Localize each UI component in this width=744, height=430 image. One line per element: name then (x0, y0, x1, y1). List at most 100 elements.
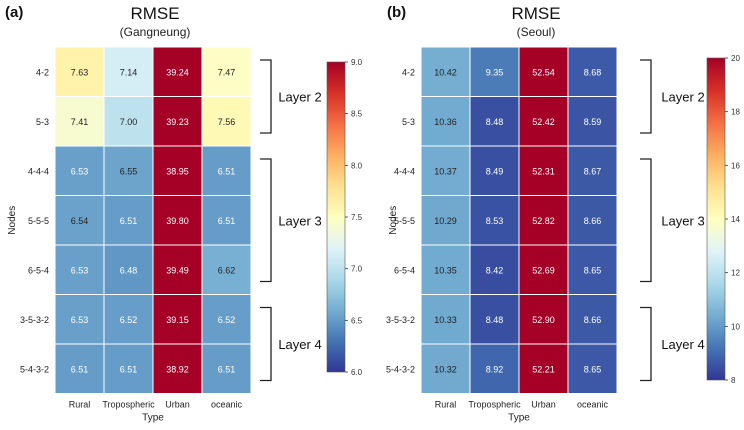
panel-label: (a) (5, 4, 23, 21)
heatmap-cell (54, 343, 105, 394)
panel-label: (b) (387, 4, 406, 21)
colorbar-tick-label: 16 (731, 161, 740, 170)
cell-value-label: 8.42 (486, 265, 504, 275)
heatmap-cell (152, 294, 203, 345)
heatmap-cell (103, 46, 154, 97)
cell-value-label: 6.62 (218, 265, 236, 275)
cell-value-label: 6.51 (120, 216, 138, 226)
layer-label: Layer 4 (278, 337, 321, 352)
cell-value-label: 10.37 (434, 166, 457, 176)
x-axis-label: Type (508, 413, 530, 424)
heatmap-cell (420, 343, 471, 394)
chart-title: RMSE (130, 4, 179, 23)
layer-label: Layer 2 (661, 90, 704, 105)
cell-value-label: 8.66 (584, 216, 602, 226)
heatmap-cell (54, 294, 105, 345)
cell-value-label: 8.59 (584, 117, 602, 127)
heatmap-cell (201, 244, 252, 295)
heatmap-cell (567, 96, 618, 147)
cell-value-label: 6.52 (120, 315, 138, 325)
heatmap-cell (152, 343, 203, 394)
heatmap-cell (103, 294, 154, 345)
colorbar-tick-label: 6.5 (351, 316, 363, 325)
colorbar-tick-label: 12 (731, 269, 740, 278)
colorbar-tick-label: 8.0 (351, 161, 363, 170)
cell-value-label: 6.51 (218, 216, 236, 226)
heatmap-cell (420, 294, 471, 345)
row-tick-label: 3-5-3-2 (386, 315, 415, 325)
colorbar-tick-label: 8 (731, 376, 736, 385)
heatmap-cell (201, 294, 252, 345)
row-tick-label: 5-3 (402, 117, 415, 127)
column-tick-label: Urban (165, 400, 190, 410)
cell-value-label: 38.95 (166, 166, 189, 176)
heatmap-cell (103, 145, 154, 196)
cell-value-label: 10.35 (434, 265, 457, 275)
colorbar-tick-label: 20 (731, 54, 740, 63)
cell-value-label: 52.90 (532, 315, 555, 325)
cell-value-label: 8.48 (486, 117, 504, 127)
heatmap-cell (567, 46, 618, 97)
heatmap-cell (420, 195, 471, 246)
colorbar (706, 57, 726, 381)
cell-value-label: 39.23 (166, 117, 189, 127)
heatmap-cell (103, 96, 154, 147)
layer-bracket (640, 306, 652, 382)
chart-subtitle: (Gangneung) (120, 25, 191, 39)
cell-value-label: 52.42 (532, 117, 555, 127)
cell-value-label: 6.53 (71, 265, 89, 275)
cell-value-label: 7.63 (71, 67, 89, 77)
cell-value-label: 8.67 (584, 166, 602, 176)
heatmap-cell (152, 46, 203, 97)
heatmap-cell (420, 145, 471, 196)
column-tick-label: Tropospheric (102, 400, 155, 410)
cell-value-label: 7.14 (120, 67, 138, 77)
layer-bracket (260, 59, 272, 134)
column-tick-label: Rural (435, 400, 457, 410)
layer-label: Layer 4 (661, 337, 704, 352)
cell-value-label: 6.51 (218, 166, 236, 176)
cell-value-label: 52.82 (532, 216, 555, 226)
heatmap-panel-a: (a) RMSE (Gangneung) 7.63 7.14 39.24 7.47 7.41 7… (5, 4, 363, 424)
heatmap-cell (152, 244, 203, 295)
colorbar (326, 61, 346, 373)
layer-bracket (640, 158, 652, 283)
heatmap-cell (469, 96, 520, 147)
colorbar-tick-label: 14 (731, 215, 740, 224)
cell-value-label: 10.36 (434, 117, 457, 127)
x-axis-label: Type (142, 413, 164, 424)
heatmap-cell (469, 46, 520, 97)
cell-value-label: 38.92 (166, 364, 189, 374)
cell-value-label: 6.51 (218, 364, 236, 374)
heatmap-cell (518, 145, 569, 196)
row-tick-label: 6-5-4 (394, 265, 415, 275)
colorbar-tick-label: 6.0 (351, 368, 363, 377)
heatmap-cell (103, 244, 154, 295)
column-tick-label: oceanic (577, 400, 609, 410)
colorbar-tick-label: 18 (731, 108, 740, 117)
row-tick-label: 5-4-3-2 (20, 364, 49, 374)
y-axis-label: Nodes (7, 206, 18, 235)
heatmap-cell (54, 244, 105, 295)
y-axis-label: Nodes (388, 206, 399, 235)
row-tick-label: 6-5-4 (28, 265, 49, 275)
layer-bracket (260, 306, 272, 382)
layer-bracket (640, 59, 652, 134)
colorbar-tick-label: 10 (731, 322, 740, 331)
layer-bracket (260, 158, 272, 283)
heatmap-cell (201, 195, 252, 246)
colorbar-tick-label: 9.0 (351, 58, 363, 67)
column-tick-label: oceanic (211, 400, 243, 410)
cell-value-label: 10.42 (434, 67, 457, 77)
cell-value-label: 39.49 (166, 265, 189, 275)
cell-value-label: 6.53 (71, 166, 89, 176)
cell-value-label: 8.48 (486, 315, 504, 325)
chart-subtitle: (Seoul) (517, 25, 556, 39)
colorbar-tick-label: 7.5 (351, 213, 363, 222)
heatmap-cell (201, 96, 252, 147)
cell-value-label: 6.52 (218, 315, 236, 325)
cell-value-label: 8.65 (584, 265, 602, 275)
layer-label: Layer 3 (661, 213, 704, 228)
cell-value-label: 8.49 (486, 166, 504, 176)
cell-value-label: 8.92 (486, 364, 504, 374)
